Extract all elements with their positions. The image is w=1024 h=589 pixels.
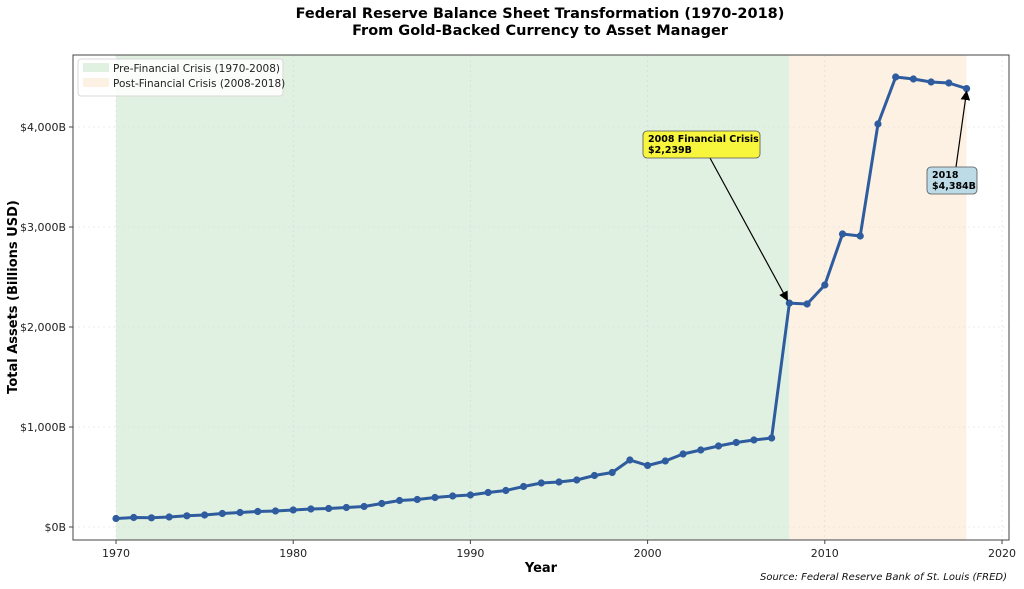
- data-point: [962, 85, 971, 93]
- data-point: [750, 436, 758, 444]
- y-tick-label: $1,000B: [20, 421, 66, 434]
- annotation-box: [642, 130, 761, 159]
- data-point: [856, 232, 864, 240]
- data-point: [519, 482, 528, 491]
- data-point: [573, 476, 581, 484]
- data-point: [537, 479, 545, 487]
- data-point: [201, 511, 209, 519]
- data-point: [732, 438, 740, 447]
- data-point: [590, 471, 599, 480]
- y-tick-label: $2,000B: [20, 321, 66, 334]
- data-point: [342, 503, 350, 512]
- data-point: [768, 434, 776, 442]
- data-point: [484, 488, 492, 497]
- data-point: [785, 299, 793, 307]
- data-point: [661, 457, 669, 465]
- data-point: [378, 499, 386, 508]
- data-point: [555, 478, 563, 486]
- annotation-arrow: [955, 90, 971, 168]
- x-tick-label: 1990: [456, 547, 484, 560]
- data-point: [271, 507, 280, 515]
- annotation-line1: 2008 Financial Crisis: [648, 134, 759, 145]
- data-point: [608, 468, 616, 477]
- data-point: [236, 508, 244, 517]
- data-point: [909, 75, 918, 83]
- data-point: [874, 120, 882, 128]
- x-axis-ticks: 1970 1980 1990 2000 2010 2020: [102, 540, 1016, 560]
- data-point: [431, 493, 439, 502]
- annotation-box: [926, 166, 978, 195]
- shaded-region: [789, 55, 967, 540]
- data-point: [945, 79, 953, 87]
- data-point: [644, 461, 652, 470]
- data-point: [679, 450, 687, 458]
- data-point: [218, 509, 226, 518]
- annotation-line2: $2,239B: [648, 145, 692, 156]
- data-point: [130, 513, 138, 522]
- x-tick-label: 1970: [102, 547, 130, 560]
- data-point: [449, 492, 457, 500]
- data-point: [626, 456, 634, 464]
- legend-swatch: [83, 63, 109, 72]
- legend-label: Post-Financial Crisis (2008-2018): [113, 78, 285, 90]
- data-point: [413, 495, 421, 504]
- data-point: [112, 514, 120, 523]
- data-point: [360, 502, 368, 511]
- legend-box: [77, 58, 284, 97]
- legend-label: Pre-Financial Crisis (1970-2008): [113, 63, 280, 75]
- annotation-line1: 2018: [932, 170, 959, 181]
- data-point: [307, 505, 315, 513]
- shaded-region: [116, 55, 790, 540]
- data-point: [325, 504, 333, 513]
- x-tick-label: 2000: [634, 547, 662, 560]
- data-point: [502, 486, 510, 495]
- legend: Pre-Financial Crisis (1970-2008) Post-Fin…: [77, 58, 285, 97]
- plot-frame: [72, 54, 1010, 541]
- data-point: [821, 281, 829, 289]
- y-tick-label: $0B: [44, 521, 66, 534]
- x-tick-label: 1980: [279, 547, 307, 560]
- data-point: [927, 78, 935, 86]
- x-axis-label: Year: [524, 561, 558, 576]
- x-tick-label: 2010: [811, 547, 839, 560]
- data-series: [112, 73, 971, 523]
- annotation-arrow: [709, 157, 788, 302]
- chart-title: Federal Reserve Balance Sheet Transforma…: [295, 6, 785, 22]
- shaded-regions: [116, 55, 967, 540]
- annotations: 2008 Financial Crisis$2,239B 2018$4,384B: [642, 90, 978, 302]
- x-tick-label: 2020: [988, 547, 1016, 560]
- data-point: [254, 507, 262, 516]
- y-tick-label: $3,000B: [20, 221, 66, 234]
- y-axis-ticks: $0B $1,000B $2,000B $3,000B $4,000B: [20, 121, 73, 534]
- source-note: Source: Federal Reserve Bank of St. Loui…: [760, 572, 1007, 583]
- data-point: [395, 496, 404, 505]
- data-point: [466, 491, 474, 499]
- data-point: [838, 230, 847, 238]
- data-point: [697, 446, 705, 454]
- chart-subtitle: From Gold-Backed Currency to Asset Manag…: [352, 23, 728, 39]
- data-point: [147, 514, 156, 522]
- gridlines: [73, 55, 1009, 540]
- data-point: [803, 300, 811, 308]
- data-point: [714, 442, 723, 450]
- y-axis-label: Total Assets (Billions USD): [6, 200, 21, 394]
- data-point: [892, 73, 900, 81]
- data-point: [289, 506, 297, 514]
- annotation-line2: $4,384B: [932, 181, 976, 192]
- legend-swatch: [83, 78, 109, 87]
- data-point: [183, 512, 191, 520]
- y-tick-label: $4,000B: [20, 121, 66, 134]
- data-point: [165, 513, 173, 521]
